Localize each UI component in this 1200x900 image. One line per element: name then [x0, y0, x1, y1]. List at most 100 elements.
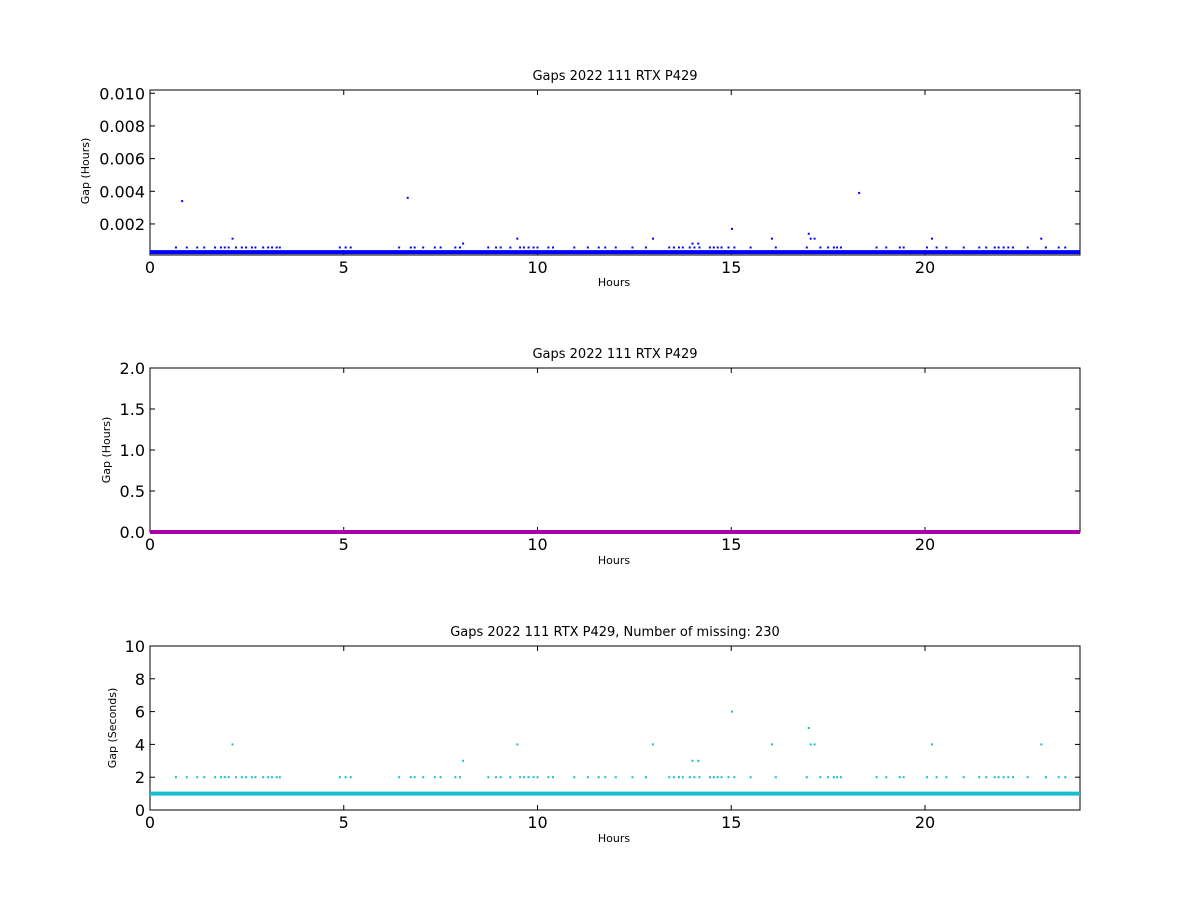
panel-3-point: [267, 776, 270, 779]
panel-3-point: [459, 776, 461, 779]
panel-3-ytick-label: 2: [135, 768, 145, 787]
panel-2-ytick-label: 0.5: [120, 482, 145, 501]
panel-1-point: [1007, 246, 1010, 249]
panel-1-point: [875, 246, 878, 249]
panel-1-point: [962, 246, 965, 249]
panel-1-point: [349, 246, 352, 249]
panel-3-point: [235, 776, 238, 779]
panel-1-point: [978, 246, 981, 249]
panel-1-point: [770, 237, 773, 240]
panel-1-point: [527, 246, 530, 249]
panel-1-point: [697, 242, 700, 245]
panel-3-point: [597, 776, 600, 779]
panel-1-xtick-label: 0: [145, 258, 155, 277]
panel-3-point: [522, 776, 525, 779]
panel-1-point: [174, 246, 177, 249]
panel-3-point: [697, 759, 700, 762]
panel-1-point: [516, 237, 519, 240]
panel-3-point: [250, 776, 253, 779]
panel-3-xlabel: Hours: [598, 832, 630, 845]
panel-2-ytick-label: 1.0: [120, 441, 145, 460]
panel-3-point: [716, 776, 719, 779]
panel-1-point: [720, 246, 723, 249]
panel-3-ytick-label: 4: [135, 735, 145, 754]
panel-3-point: [672, 776, 675, 779]
panel-3-point: [614, 776, 617, 779]
panel-3-xtick-label: 0: [145, 813, 155, 832]
panel-3-point: [836, 776, 839, 779]
panel-3-point: [733, 776, 736, 779]
panel-2-xtick-label: 20: [915, 535, 935, 554]
panel-1-point: [677, 246, 680, 249]
panel-1-point: [185, 246, 188, 249]
panel-3-point: [731, 710, 734, 713]
panel-1-xtick-label: 15: [721, 258, 741, 277]
panel-1-point: [495, 246, 498, 249]
panel-3-point: [439, 776, 442, 779]
panel-3-point: [196, 776, 199, 779]
panel-1-ytick-label: 0.002: [99, 215, 145, 234]
panel-1-point: [827, 246, 830, 249]
panel-2-ylabel: Gap (Hours): [100, 417, 113, 484]
panel-1-point: [223, 246, 226, 249]
panel-1-point: [254, 246, 257, 249]
panel-1-point: [925, 246, 928, 249]
panel-3-point: [240, 776, 243, 779]
panel-1-point: [240, 246, 243, 249]
panel-1-point: [459, 246, 461, 249]
panel-2-xtick-label: 10: [527, 535, 547, 554]
panel-3-point: [693, 776, 696, 779]
panel-2-plot: 0 5 10 15 20 0.0 0.5 1.0 1.5 2.0: [120, 359, 1081, 554]
panel-1-point: [668, 246, 671, 249]
panel-1-point: [271, 246, 274, 249]
panel-1-point: [1011, 246, 1014, 249]
panel-1-point: [993, 246, 996, 249]
panel-1-point: [509, 246, 512, 249]
panel-1-point: [398, 246, 401, 249]
panel-1-point: [688, 246, 691, 249]
panel-1-point: [997, 246, 1000, 249]
panel-3-point: [770, 743, 773, 746]
panel-2-xlabel: Hours: [598, 554, 630, 567]
panel-2-xtick-label: 15: [721, 535, 741, 554]
panel-3-point: [645, 776, 647, 779]
panel-1-point: [935, 246, 938, 249]
panel-1-point: [338, 246, 341, 249]
panel-1-point: [749, 246, 752, 249]
panel-3-point: [532, 776, 535, 779]
panel-1-point: [227, 246, 230, 249]
panel-3-point: [349, 776, 352, 779]
panel-3-point: [1040, 743, 1043, 746]
panel-1-point: [433, 246, 436, 249]
panel-1-ytick-label: 0.006: [99, 150, 145, 169]
panel-3-point: [985, 776, 988, 779]
panel-1-xtick-label: 10: [527, 258, 547, 277]
panel-1-point: [275, 246, 278, 249]
panel-3-point: [499, 776, 502, 779]
panel-2-ytick-label: 1.5: [120, 400, 145, 419]
panel-3-xtick-label: 5: [339, 813, 349, 832]
panel-1-point: [552, 246, 554, 249]
panel-3-point: [398, 776, 401, 779]
panel-3-point: [338, 776, 341, 779]
panel-3-point: [409, 776, 412, 779]
panel-3-point: [677, 776, 680, 779]
panel-1-point: [487, 246, 490, 249]
panel-3-point: [832, 776, 835, 779]
panel-3-point: [688, 776, 691, 779]
panel-3-point: [547, 776, 550, 779]
panel-1-point: [586, 246, 589, 249]
panel-3-point: [254, 776, 257, 779]
panel-3-point: [262, 776, 265, 779]
panel-3-point: [875, 776, 878, 779]
panel-3-ytick-label: 0: [135, 801, 145, 820]
panel-3-point: [174, 776, 177, 779]
panel-1-point: [727, 246, 730, 249]
panel-3-point: [925, 776, 928, 779]
panel-1-point: [930, 237, 933, 240]
panel-1-point: [245, 246, 248, 249]
panel-3-point: [945, 776, 948, 779]
panel-3-point: [536, 776, 539, 779]
panel-1-point: [832, 246, 835, 249]
panel-1-point: [235, 246, 238, 249]
